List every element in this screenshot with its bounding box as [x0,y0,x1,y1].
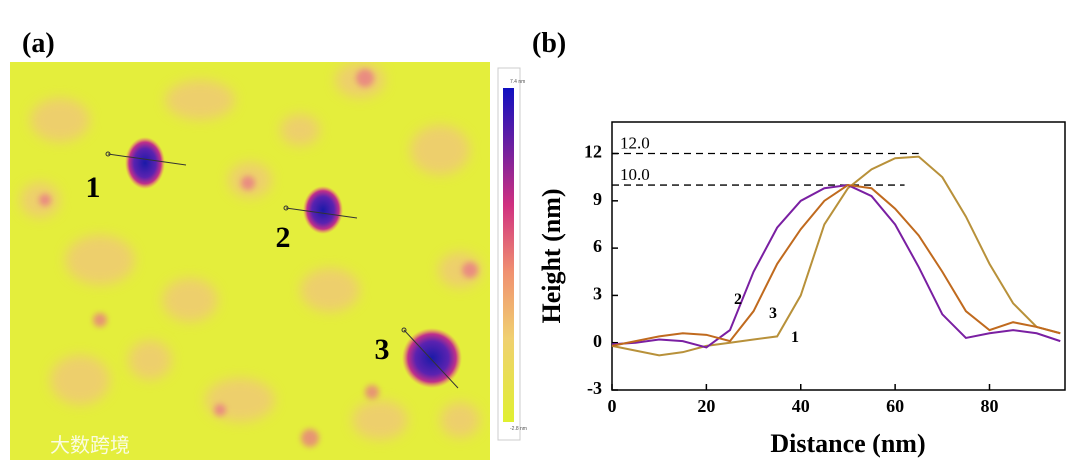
x-axis-label: Distance (nm) [770,429,925,458]
data-line [611,155,1061,357]
afm-image [10,62,490,460]
x-tick-label: 40 [792,396,810,416]
data-line [611,184,1061,349]
y-tick-label: -3 [587,378,602,398]
y-tick-label: 6 [593,236,602,256]
y-axis-label: Height (nm) [537,188,566,323]
x-tick-label: 20 [697,396,715,416]
colorbar-min: -2.8 nm [510,426,527,432]
series-label: 3 [769,305,777,322]
y-tick-label: 9 [593,189,602,209]
x-tick-label: 0 [608,396,617,416]
series-label: 2 [734,291,742,308]
particle-label: 3 [375,333,390,366]
watermark: 大数跨境 [50,433,130,457]
y-tick-label: 12 [584,142,602,162]
reference-label: 12.0 [620,134,650,153]
colorbar-max: 7.4 nm [510,79,525,85]
y-tick-label: 3 [593,284,602,304]
x-tick-label: 60 [886,396,904,416]
particle-label: 1 [86,171,101,204]
y-tick-label: 0 [593,331,602,351]
colorbar [503,88,514,422]
plot-frame [611,121,1066,391]
particle-label: 2 [276,221,291,254]
panel-label: (a) [22,28,55,59]
reference-label: 10.0 [620,165,650,184]
series-label: 1 [791,329,799,346]
panel-label: (b) [532,28,566,59]
data-line [611,184,1061,347]
x-tick-label: 80 [981,396,999,416]
